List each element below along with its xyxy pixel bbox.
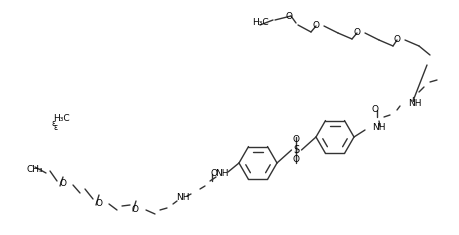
Text: O: O xyxy=(210,169,217,179)
Text: H₃C: H₃C xyxy=(53,114,69,122)
Text: CH₃: CH₃ xyxy=(27,165,43,175)
Text: O: O xyxy=(132,204,139,214)
Text: O: O xyxy=(353,27,360,36)
Text: NH: NH xyxy=(176,193,190,203)
Text: NH: NH xyxy=(371,124,385,133)
Text: S: S xyxy=(293,145,299,155)
Text: O: O xyxy=(59,180,66,188)
Text: O: O xyxy=(292,136,299,145)
Text: NH: NH xyxy=(407,98,420,107)
Text: O: O xyxy=(95,199,102,208)
Text: O: O xyxy=(371,105,378,114)
Text: O: O xyxy=(292,156,299,164)
Text: NH: NH xyxy=(215,169,228,179)
Text: H₃C: H₃C xyxy=(251,17,268,27)
Text: O: O xyxy=(312,20,319,30)
Text: ε: ε xyxy=(53,124,57,133)
Text: ε: ε xyxy=(52,118,56,128)
Text: O: O xyxy=(393,35,400,43)
Text: O: O xyxy=(285,12,292,20)
